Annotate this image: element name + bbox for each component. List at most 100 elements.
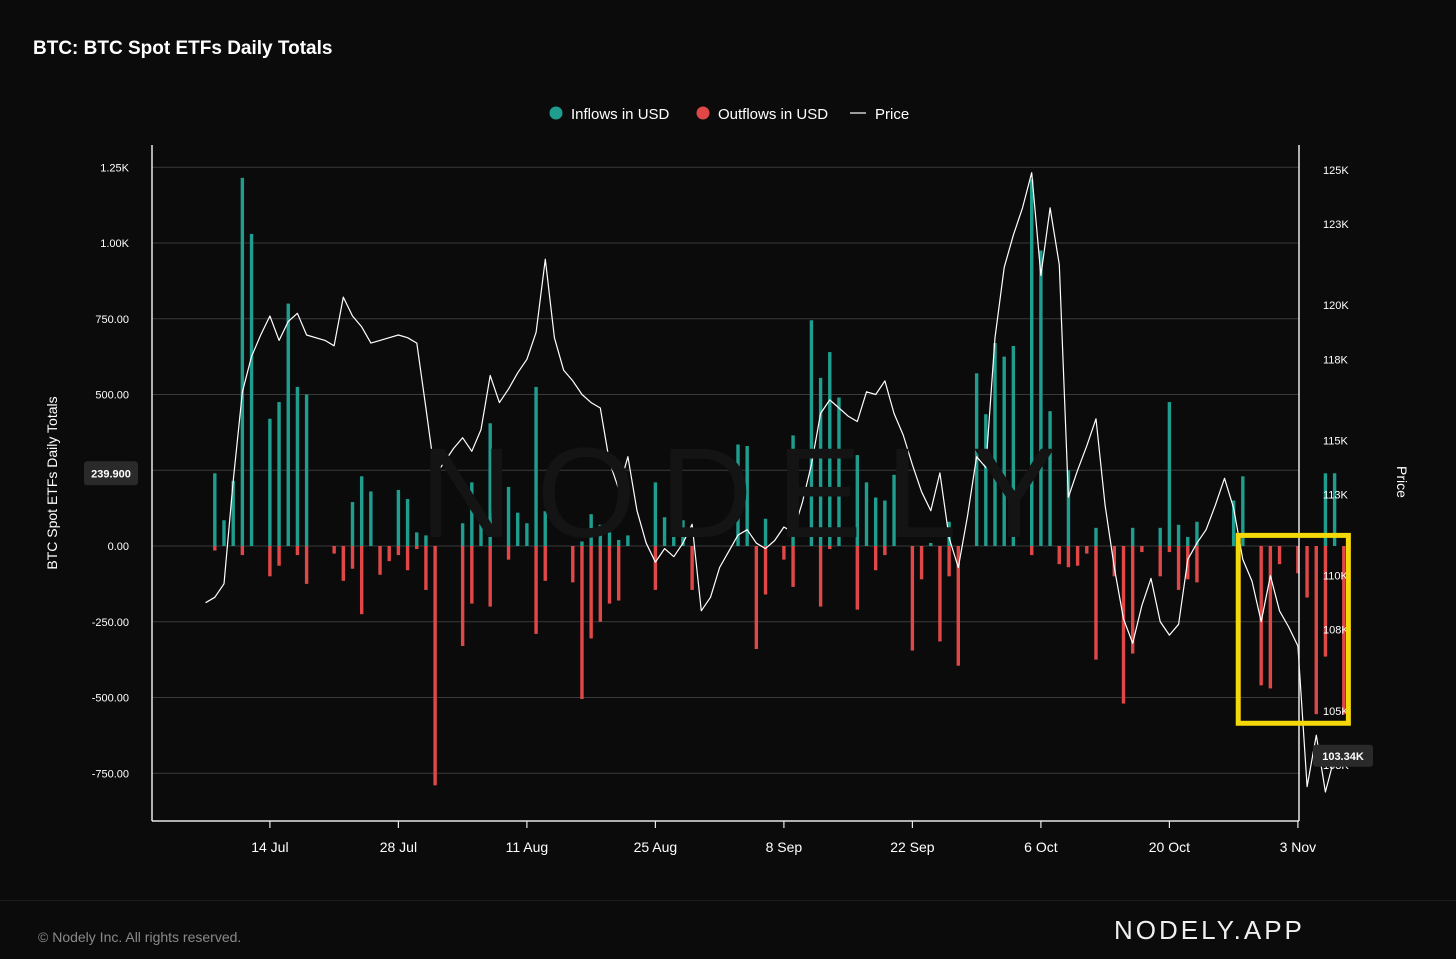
inflow-bar-13 [396,489,401,546]
inflow-bar-23 [525,523,529,546]
brand-logo[interactable]: NODELY.APP [1114,915,1305,945]
inflow-bar-68 [1241,476,1245,546]
inflow-bar-10 [350,502,355,546]
inflow-bar-32 [653,482,658,546]
outflow-bar-60 [1259,546,1263,686]
x-tick-label-8: 3 Nov [1280,839,1317,855]
outflow-bar-55 [1158,546,1162,577]
inflow-bar-1 [222,520,226,546]
inflow-bar-35 [681,520,685,546]
outflow-bar-29 [653,546,658,590]
inflow-bar-48 [892,474,896,546]
inflow-bar-26 [580,541,584,546]
y-tick-label-2: 750.00 [95,314,129,326]
inflow-bar-59 [1066,470,1071,546]
y2-tick-label-0: 125K [1323,165,1349,177]
inflow-bar-42 [828,352,832,546]
inflow-bar-52 [984,414,988,546]
inflow-bar-8 [295,386,300,546]
outflow-bar-17 [460,546,465,646]
y2-axis-title: Price [1394,466,1410,498]
outflow-bar-40 [910,546,915,651]
y-tick-label-6: -250.00 [92,617,129,629]
legend-label-0: Inflows in USD [571,106,670,123]
inflow-bar-37 [745,446,749,546]
inflow-bar-41 [818,377,823,546]
inflow-bar-36 [736,444,740,546]
inflow-bar-49 [929,542,933,546]
y2-tick-label-5: 113K [1323,490,1349,502]
outflow-bar-62 [1277,546,1282,565]
y2-tick-label-1: 123K [1323,219,1349,231]
current-left-badge [84,461,138,486]
outflow-bar-15 [424,546,428,590]
y2-tick-label-8: 105K [1323,706,1349,718]
outflow-bar-46 [1057,546,1061,565]
inflow-bar-9 [304,394,309,546]
outflow-bar-57 [1176,546,1181,590]
outflow-bar-9 [359,546,364,615]
y2-tick-label-6: 110K [1323,571,1349,583]
current-price-badge [1313,744,1373,767]
outflow-bar-16 [433,546,437,786]
inflow-bar-57 [1039,250,1043,546]
inflow-bar-4 [249,233,254,546]
outflow-bar-11 [387,546,391,562]
outflow-bar-48 [1075,546,1080,566]
outflow-bar-1 [240,546,245,556]
outflow-bar-44 [956,546,960,666]
inflow-bar-33 [662,517,667,546]
outflow-bar-36 [828,546,832,550]
x-tick-label-5: 22 Sep [890,839,935,855]
outflow-bar-26 [598,546,603,622]
footer [0,900,1456,959]
inflow-bar-61 [1130,527,1135,546]
inflow-bar-70 [1332,473,1337,546]
inflow-bar-27 [589,514,593,546]
inflow-bars [213,177,1337,547]
outflow-bar-42 [938,546,942,642]
outflow-bar-31 [754,546,759,650]
inflow-bar-44 [855,455,860,546]
outflow-bar-66 [1323,546,1328,657]
y2-tick-label-2: 120K [1323,300,1349,312]
outflow-bar-49 [1085,546,1089,554]
outflow-bar-10 [378,546,382,575]
outflow-bar-2 [268,546,272,577]
legend-marker-1 [696,106,710,120]
outflow-bar-27 [607,546,612,604]
outflow-bar-3 [277,546,281,566]
outflow-bar-54 [1140,546,1144,553]
outflow-bar-21 [534,546,538,634]
outflow-bar-50 [1094,546,1098,660]
outflow-bar-64 [1305,546,1309,598]
inflow-bar-58 [1048,411,1052,546]
outflow-bar-59 [1195,546,1199,583]
outflow-bar-41 [919,546,924,580]
outflow-bar-65 [1314,546,1318,715]
x-tick-label-2: 11 Aug [506,839,549,855]
inflow-bar-31 [626,535,630,546]
inflow-bar-62 [1158,527,1162,546]
inflow-bar-56 [1030,179,1034,546]
inflow-bar-3 [240,177,245,547]
inflow-bar-34 [672,520,676,546]
current-price-label: 103.34K [1322,751,1364,763]
inflow-bar-15 [415,532,419,546]
inflow-bar-55 [1011,346,1016,546]
outflow-bar-53 [1130,546,1135,654]
outflow-bar-52 [1121,546,1126,704]
inflow-bar-29 [607,532,612,546]
inflow-bar-54 [1002,356,1006,546]
legend-marker-0 [549,106,563,120]
outflow-bar-25 [589,546,593,639]
inflow-bar-16 [424,535,428,546]
outflow-bar-0 [213,546,217,551]
outflow-bar-61 [1268,546,1273,689]
outflow-bar-4 [295,546,300,556]
outflow-bar-33 [782,546,786,560]
inflow-bar-39 [791,435,795,546]
outflow-bar-56 [1167,546,1172,553]
outflow-bar-19 [488,546,492,607]
y-tick-label-5: 0.00 [108,541,129,553]
